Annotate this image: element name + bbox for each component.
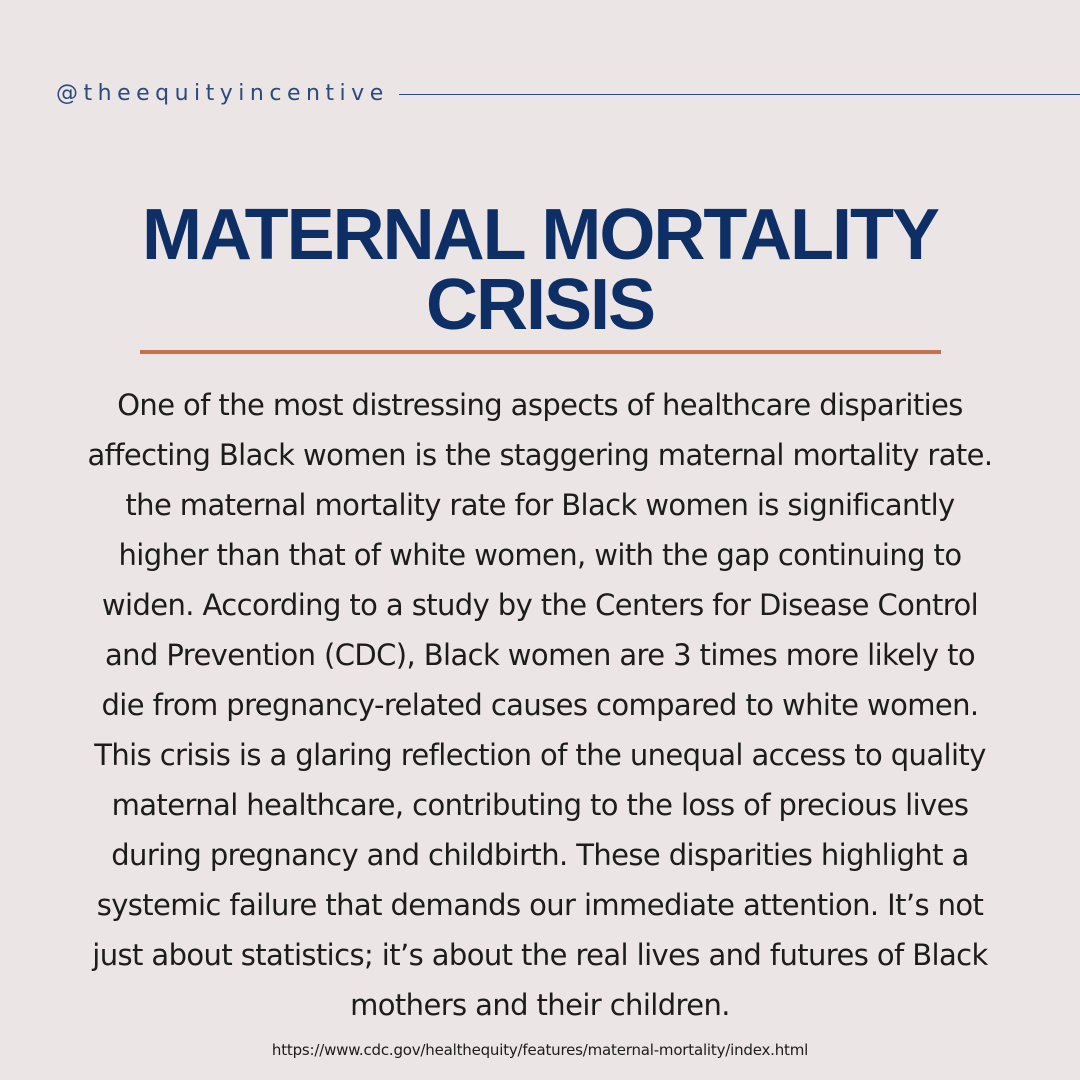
body-line: just about statistics; it’s about the re… <box>92 938 988 972</box>
body-line: systemic failure that demands our immedi… <box>96 888 984 922</box>
body-line: during pregnancy and childbirth. These d… <box>111 838 969 872</box>
body-line: affecting Black women is the staggering … <box>87 438 993 472</box>
source-url: https://www.cdc.gov/healthequity/feature… <box>271 1041 809 1059</box>
body-line: maternal healthcare, contributing to the… <box>111 788 969 822</box>
body-paragraph: One of the most distressing aspects of h… <box>40 380 1040 1030</box>
title-underline <box>140 350 941 354</box>
body-line: widen. According to a study by the Cente… <box>101 588 979 622</box>
body-line: This crisis is a glaring reflection of t… <box>94 738 986 772</box>
body-line: the maternal mortality rate for Black wo… <box>125 488 955 522</box>
header-divider <box>398 93 1080 95</box>
social-handle: @theequityincentive <box>56 80 389 106</box>
body-line: One of the most distressing aspects of h… <box>117 388 963 422</box>
title-line: CRISIS <box>425 265 656 345</box>
body-line: and Prevention (CDC), Black women are 3 … <box>105 638 976 672</box>
body-line: die from pregnancy-related causes compar… <box>101 688 979 722</box>
header-row: @theequityincentive <box>56 78 1080 108</box>
title-line: MATERNAL MORTALITY <box>142 195 940 275</box>
page-title: MATERNAL MORTALITY CRISIS <box>0 195 1080 345</box>
body-line: higher than that of white women, with th… <box>118 538 963 572</box>
body-line: mothers and their children. <box>350 988 730 1022</box>
